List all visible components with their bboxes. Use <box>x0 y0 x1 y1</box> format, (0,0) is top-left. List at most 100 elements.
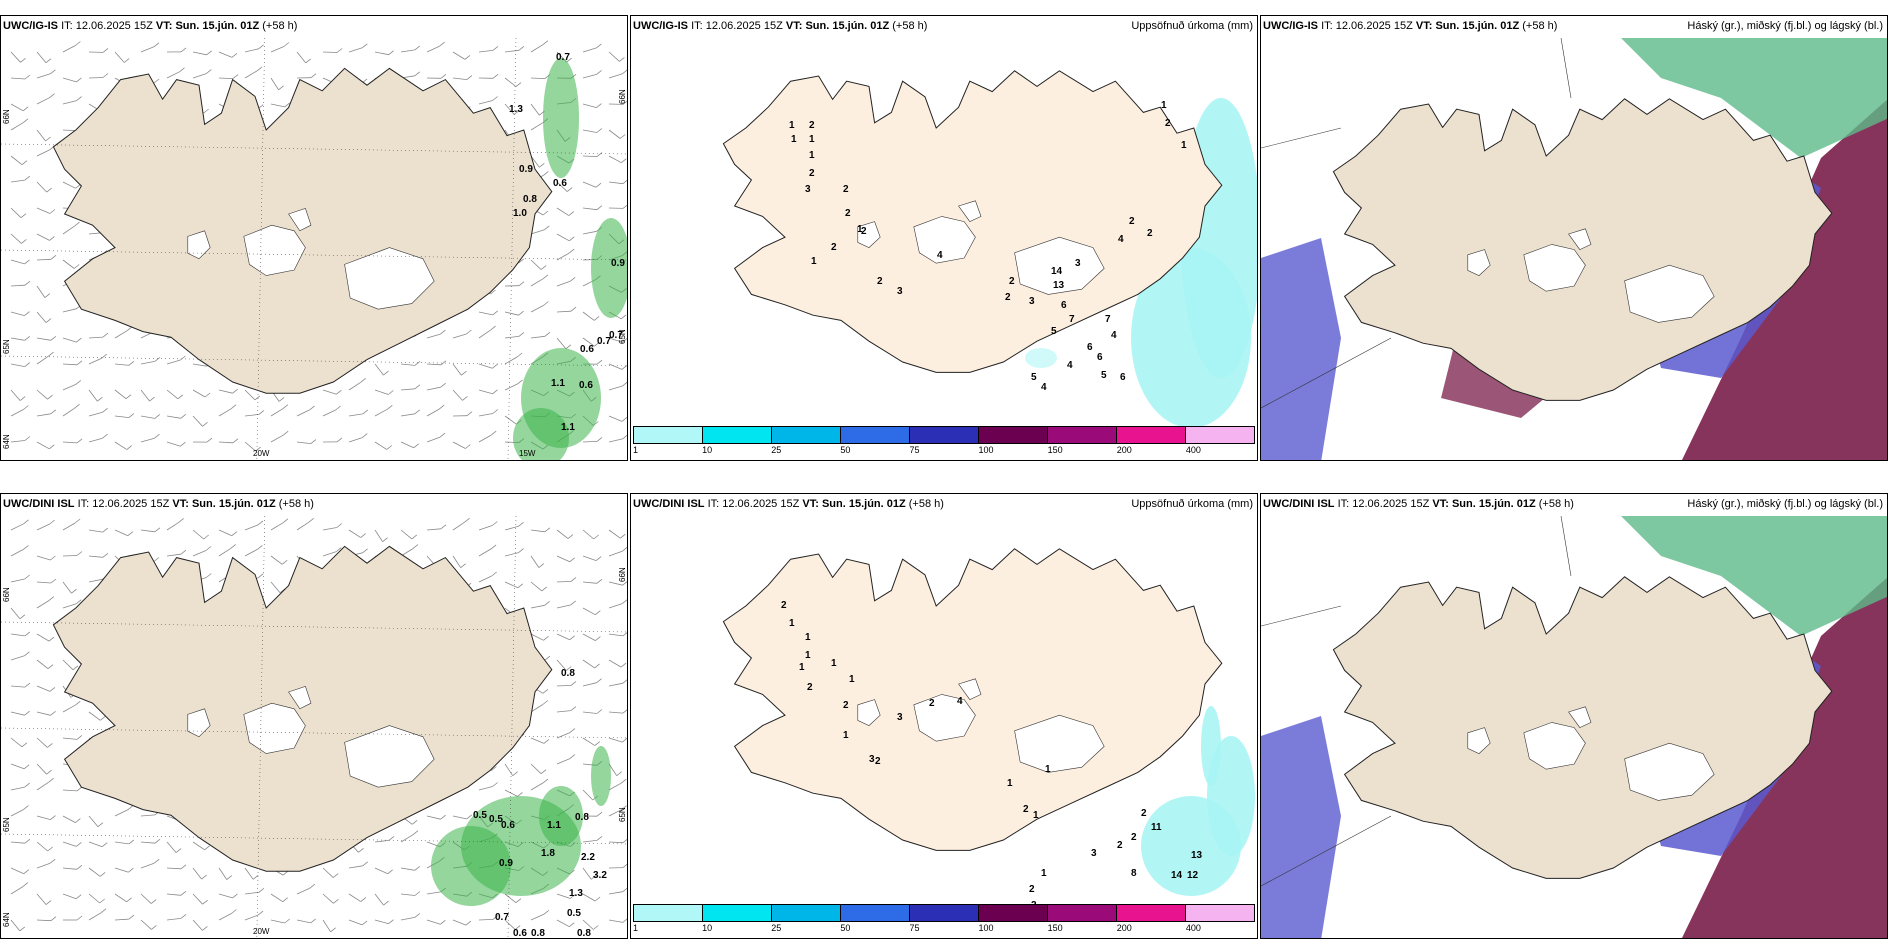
wind-barb-flag <box>621 158 627 164</box>
wind-barb <box>426 891 441 895</box>
colorbar-tick-label: 50 <box>840 445 851 455</box>
lat-grid-line <box>1 355 627 367</box>
colorbar-tick-label: 100 <box>978 445 994 455</box>
glacier <box>1523 244 1586 292</box>
wind-barb <box>374 389 389 395</box>
wind-barb <box>62 893 77 900</box>
wind-barb-flag <box>538 563 545 568</box>
wind-barb-flag <box>101 842 108 848</box>
precip-title: Uppsöfnuð úrkoma (mm) <box>1131 498 1253 510</box>
wind-barb-flag <box>258 573 264 579</box>
wind-barb <box>36 659 49 670</box>
wind-barb <box>10 337 25 341</box>
colorbar-swatch <box>1117 427 1186 443</box>
wind-barb-flag <box>492 521 498 526</box>
value-label: 1.1 <box>547 820 561 831</box>
wind-barb-flag <box>621 546 627 552</box>
precip-title: Uppsöfnuð úrkoma (mm) <box>1131 20 1253 32</box>
wind-barb-flag <box>19 396 26 401</box>
wind-barb-flag <box>542 274 549 280</box>
wind-barb-flag <box>125 394 132 400</box>
wind-barb <box>166 918 181 921</box>
precip-area <box>591 746 611 806</box>
wind-barb-flag <box>336 389 342 395</box>
wind-barb <box>556 732 571 739</box>
wind-barb-flag <box>438 404 445 410</box>
wind-barb-flag <box>466 75 473 80</box>
glacier <box>288 208 312 232</box>
wind-barb <box>10 311 25 316</box>
value-label: 0.8 <box>561 668 575 679</box>
value-label: 1.8 <box>541 848 555 859</box>
wind-barb-flag <box>622 863 627 868</box>
wind-barb-flag <box>439 432 446 438</box>
wind-barb <box>608 73 623 79</box>
wind-barb-flag <box>461 370 467 376</box>
lon-grid-line <box>256 38 266 460</box>
wind-barb-flag <box>204 845 210 851</box>
wind-barb-flag <box>102 407 108 413</box>
wind-barb-flag <box>231 909 237 914</box>
wind-barb-flag <box>491 766 497 771</box>
wind-barb <box>88 529 103 533</box>
value-label: 1.1 <box>551 378 565 389</box>
wind-barb <box>582 633 596 641</box>
wind-barb-flag <box>102 527 109 533</box>
wind-barb-flag <box>48 351 54 357</box>
wind-barb <box>322 389 337 395</box>
wind-barb-flag <box>282 897 288 903</box>
wind-map: 0.80.5 0.50.6 1.10.80.91.8 2.23.21.30.50.70… <box>1 516 627 939</box>
wind-barb-flag <box>278 85 284 91</box>
wind-barb <box>166 553 181 557</box>
wind-barb <box>36 441 50 450</box>
wind-barb-flag <box>622 838 627 844</box>
colorbar-tick-label: 400 <box>1185 923 1201 933</box>
wind-barb <box>192 415 203 427</box>
value-label: 1 <box>1033 810 1039 821</box>
wind-barb-flag <box>76 96 82 101</box>
wind-barb <box>504 103 515 115</box>
wind-barb-flag <box>543 739 550 744</box>
wind-barb <box>244 867 254 880</box>
value-label: 1 <box>1041 868 1047 879</box>
wind-barb-flag <box>570 706 577 711</box>
wind-barb-flag <box>73 264 80 269</box>
wind-barb-flag <box>308 517 314 523</box>
glacier <box>187 708 211 738</box>
wind-barb-flag <box>24 574 30 580</box>
wind-barb-flag <box>226 875 233 880</box>
wind-barb <box>582 337 595 347</box>
lat-grid-line <box>1 833 627 845</box>
wind-barb <box>114 51 125 63</box>
wind-barb <box>88 841 103 848</box>
wind-barb <box>452 51 466 60</box>
wind-barb-flag <box>20 57 26 63</box>
wind-barb-flag <box>566 666 572 671</box>
value-label: 0.8 <box>577 928 591 939</box>
wind-barb-flag <box>492 915 499 920</box>
value-label: 2 <box>1005 292 1011 303</box>
wind-barb <box>556 252 570 261</box>
wind-barb-flag <box>310 918 316 924</box>
wind-barb <box>10 51 21 63</box>
wind-barb-flag <box>48 596 55 601</box>
wind-barb-flag <box>622 581 627 586</box>
wind-barb-flag <box>153 42 160 48</box>
wind-barb-flag <box>72 665 79 671</box>
wind-barb-flag <box>153 78 160 84</box>
wind-barb-flag <box>492 389 498 395</box>
lat-label: 66N <box>2 587 11 602</box>
colorbar-swatch <box>1117 905 1186 921</box>
wind-barb-flag <box>47 743 53 748</box>
wind-barb <box>452 363 462 376</box>
wind-barb <box>244 414 259 417</box>
wind-barb <box>608 737 623 743</box>
wind-barb-flag <box>50 578 57 584</box>
wind-barb <box>478 575 492 583</box>
colorbar-swatch <box>910 905 979 921</box>
wind-barb-flag <box>45 900 52 905</box>
wind-barb-flag <box>126 897 132 903</box>
wind-barb <box>452 555 462 568</box>
lat-label: 65N <box>618 329 627 344</box>
wind-barb-flag <box>622 599 627 604</box>
